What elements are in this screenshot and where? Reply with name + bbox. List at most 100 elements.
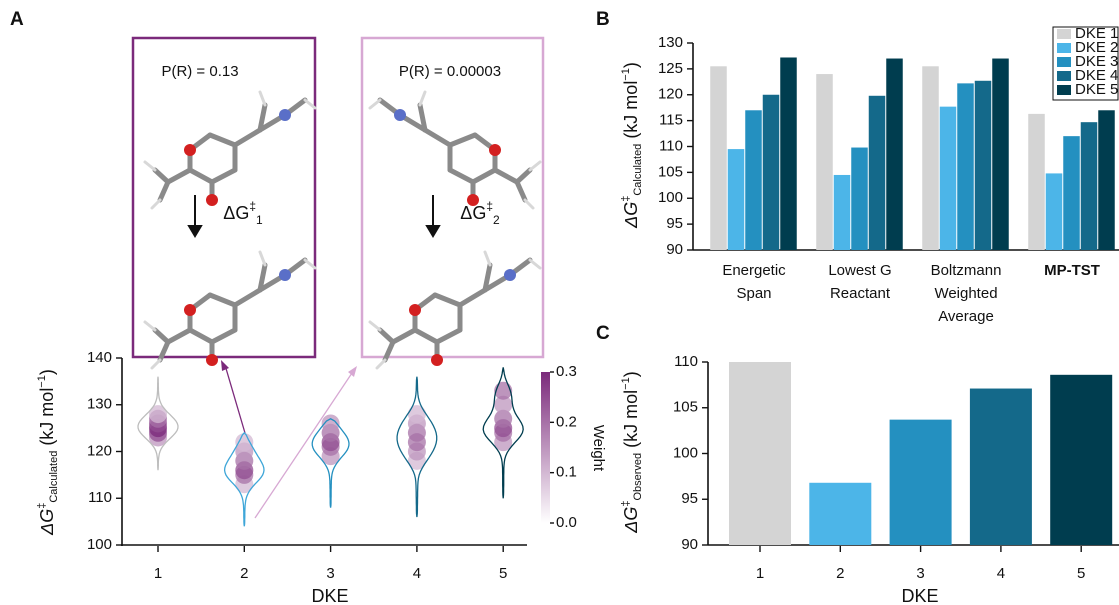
legend-swatch: [1057, 57, 1071, 67]
y-tick-label: 110: [674, 353, 698, 370]
x-tick-label: Energetic: [722, 262, 786, 279]
panel-letter: C: [596, 323, 610, 344]
barrier-label-part: ΔG: [223, 203, 249, 223]
x-tick-label: 4: [997, 565, 1005, 582]
panel-letter: B: [596, 9, 610, 30]
colorbar-tick-label: 0.0: [556, 514, 577, 531]
y-tick-label: 115: [659, 112, 683, 129]
y-tick-label: 105: [673, 399, 698, 416]
y-axis-label: ΔG‡Calculated (kJ mol−1): [620, 62, 644, 229]
molecule: [370, 252, 540, 368]
bar: [1098, 110, 1115, 250]
x-tick-label: Boltzmann: [931, 262, 1002, 279]
bar: [816, 74, 833, 250]
probability-label: P(R) = 0.00003: [399, 63, 501, 80]
y-axis-label-part: ΔG: [621, 507, 641, 534]
probability-label: P(R) = 0.13: [161, 63, 238, 80]
y-axis-label-part: ): [621, 371, 641, 377]
y-tick-label: 130: [658, 34, 683, 51]
y-axis-label-part: ‡: [36, 503, 48, 509]
x-tick-label: 3: [326, 565, 334, 582]
x-tick-label: 2: [836, 565, 844, 582]
bar: [890, 420, 952, 545]
y-axis-label-part: (kJ mol: [37, 388, 57, 451]
y-axis-label-part: −1: [36, 375, 48, 388]
bar: [834, 175, 851, 250]
colorbar-tick-label: 0.3: [556, 363, 577, 380]
y-tick-label: 120: [87, 442, 112, 459]
molecule: [145, 252, 315, 368]
barrier-label-part: ‡: [249, 199, 256, 213]
figure: ABC100110120130140ΔG‡Calculated (kJ mol−…: [0, 0, 1119, 605]
y-tick-label: 110: [88, 489, 112, 506]
y-tick-label: 95: [681, 490, 698, 507]
bar: [992, 59, 1009, 250]
bar: [869, 96, 886, 250]
y-axis-label-part: ΔG: [621, 202, 641, 229]
barrier-label-part: 2: [493, 213, 500, 227]
molecule: [145, 92, 315, 208]
barrier-label-part: 1: [256, 213, 263, 227]
x-tick-label: 5: [1077, 565, 1085, 582]
y-tick-label: 125: [658, 60, 683, 77]
weight-blob: [494, 382, 512, 400]
y-axis-label-part: ): [37, 369, 57, 375]
y-tick-label: 130: [87, 396, 112, 413]
barrier-label-part: ‡: [486, 199, 493, 213]
bar: [922, 66, 939, 250]
y-axis-label-part: −1: [620, 377, 632, 390]
y-axis-label-part: (kJ mol: [621, 390, 641, 453]
y-tick-label: 100: [673, 444, 698, 461]
x-tick-label: 2: [240, 565, 248, 582]
bar: [745, 110, 762, 250]
y-tick-label: 140: [87, 349, 112, 366]
y-tick-label: 110: [659, 137, 683, 154]
bar: [970, 389, 1032, 545]
colorbar-tick-label: 0.1: [556, 464, 577, 481]
x-tick-label: 5: [499, 565, 507, 582]
bar: [710, 66, 727, 250]
x-tick-label: 4: [413, 565, 421, 582]
bar: [886, 59, 903, 250]
bar: [1063, 136, 1080, 250]
barrier-label: ΔG‡1: [223, 199, 263, 227]
bar: [809, 483, 871, 545]
y-axis-label-part: Calculated: [632, 144, 644, 196]
inset-box: [362, 38, 543, 357]
colorbar: [541, 372, 550, 523]
bar: [729, 362, 791, 545]
weight-blob: [408, 405, 426, 423]
y-axis-label: ΔG‡Calculated (kJ mol−1): [36, 369, 60, 536]
panel-letter: A: [10, 9, 24, 30]
molecule: [370, 92, 540, 208]
x-tick-label: Reactant: [830, 285, 891, 302]
y-tick-label: 105: [658, 163, 683, 180]
y-axis-label-part: ‡: [620, 196, 632, 202]
y-tick-label: 90: [681, 536, 698, 553]
barrier-label: ΔG‡2: [460, 199, 500, 227]
weight-blob: [235, 433, 253, 451]
bar: [940, 107, 957, 250]
x-axis-label: DKE: [311, 586, 348, 605]
colorbar-tick-label: 0.2: [556, 413, 577, 430]
y-axis-label-part: ): [621, 62, 641, 68]
y-axis-label-part: −1: [620, 68, 632, 81]
x-tick-label: MP-TST: [1044, 262, 1100, 279]
x-tick-label: 1: [154, 565, 162, 582]
x-tick-label: 3: [916, 565, 924, 582]
y-axis-label-part: Observed: [632, 453, 644, 501]
legend-swatch: [1057, 71, 1071, 81]
y-tick-label: 100: [658, 189, 683, 206]
x-tick-label: 1: [756, 565, 764, 582]
x-tick-label: Lowest G: [828, 262, 891, 279]
bar: [1028, 114, 1045, 250]
x-tick-label: Weighted: [934, 285, 997, 302]
y-axis-label-part: (kJ mol: [621, 81, 641, 144]
barrier-label-part: ΔG: [460, 203, 486, 223]
bar: [728, 149, 745, 250]
x-axis-label: DKE: [901, 586, 938, 605]
legend-swatch: [1057, 85, 1071, 95]
y-tick-label: 95: [666, 215, 683, 232]
x-tick-label: Average: [938, 308, 994, 325]
x-tick-label: Span: [736, 285, 771, 302]
